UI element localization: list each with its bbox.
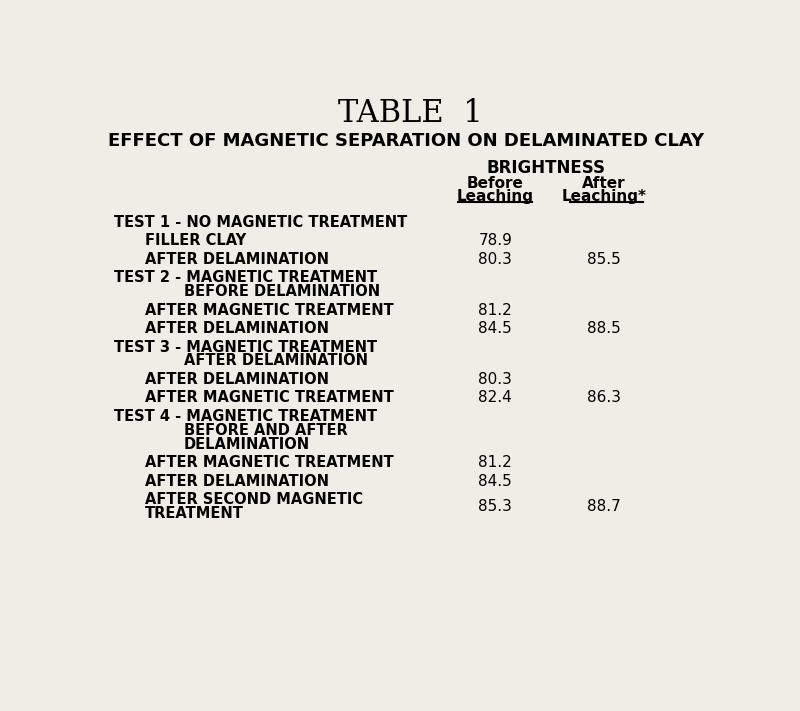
Text: Leaching: Leaching (457, 188, 534, 203)
Text: AFTER DELAMINATION: AFTER DELAMINATION (145, 321, 329, 336)
Text: TEST 1 - NO MAGNETIC TREATMENT: TEST 1 - NO MAGNETIC TREATMENT (114, 215, 407, 230)
Text: 84.5: 84.5 (478, 474, 512, 488)
Text: After: After (582, 176, 626, 191)
Text: TEST 3 - MAGNETIC TREATMENT: TEST 3 - MAGNETIC TREATMENT (114, 340, 377, 355)
Text: TEST 2 - MAGNETIC TREATMENT: TEST 2 - MAGNETIC TREATMENT (114, 270, 377, 285)
Text: AFTER DELAMINATION: AFTER DELAMINATION (145, 372, 329, 387)
Text: 80.3: 80.3 (478, 252, 512, 267)
Text: EFFECT OF MAGNETIC SEPARATION ON DELAMINATED CLAY: EFFECT OF MAGNETIC SEPARATION ON DELAMIN… (108, 132, 704, 150)
Text: 80.3: 80.3 (478, 372, 512, 387)
Text: 86.3: 86.3 (586, 390, 621, 405)
Text: Before: Before (467, 176, 524, 191)
Text: TREATMENT: TREATMENT (145, 506, 244, 521)
Text: 88.7: 88.7 (587, 499, 621, 514)
Text: BEFORE DELAMINATION: BEFORE DELAMINATION (184, 284, 380, 299)
Text: BEFORE AND AFTER: BEFORE AND AFTER (184, 423, 347, 438)
Text: AFTER DELAMINATION: AFTER DELAMINATION (145, 252, 329, 267)
Text: 85.5: 85.5 (587, 252, 621, 267)
Text: Leaching*: Leaching* (562, 188, 646, 203)
Text: AFTER DELAMINATION: AFTER DELAMINATION (184, 353, 368, 368)
Text: 88.5: 88.5 (587, 321, 621, 336)
Text: AFTER DELAMINATION: AFTER DELAMINATION (145, 474, 329, 488)
Text: 78.9: 78.9 (478, 233, 512, 248)
Text: AFTER MAGNETIC TREATMENT: AFTER MAGNETIC TREATMENT (145, 390, 394, 405)
Text: TEST 4 - MAGNETIC TREATMENT: TEST 4 - MAGNETIC TREATMENT (114, 409, 377, 424)
Text: FILLER CLAY: FILLER CLAY (145, 233, 246, 248)
Text: 84.5: 84.5 (478, 321, 512, 336)
Text: AFTER MAGNETIC TREATMENT: AFTER MAGNETIC TREATMENT (145, 455, 394, 470)
Text: BRIGHTNESS: BRIGHTNESS (486, 159, 605, 178)
Text: AFTER SECOND MAGNETIC: AFTER SECOND MAGNETIC (145, 492, 363, 507)
Text: AFTER MAGNETIC TREATMENT: AFTER MAGNETIC TREATMENT (145, 303, 394, 318)
Text: 82.4: 82.4 (478, 390, 512, 405)
Text: DELAMINATION: DELAMINATION (184, 437, 310, 451)
Text: TABLE  1: TABLE 1 (338, 97, 482, 129)
Text: 81.2: 81.2 (478, 455, 512, 470)
Text: 85.3: 85.3 (478, 499, 512, 514)
Text: 81.2: 81.2 (478, 303, 512, 318)
